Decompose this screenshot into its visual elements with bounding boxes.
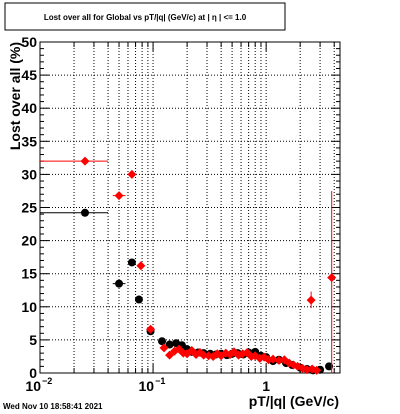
- data-point: [146, 324, 156, 334]
- y-tick-label: 25: [21, 200, 37, 216]
- data-point: [114, 191, 124, 201]
- data-point: [312, 365, 322, 375]
- data-point: [165, 340, 174, 349]
- axis-ticks: [39, 41, 340, 374]
- data-point: [127, 169, 137, 179]
- data-point: [80, 208, 89, 217]
- data-point: [268, 354, 278, 364]
- data-point: [306, 295, 316, 305]
- chart-title: Lost over all for Global vs pT/|q| (GeV/…: [44, 13, 247, 22]
- data-point: [136, 261, 146, 271]
- y-tick-label: 40: [21, 100, 37, 116]
- y-tick-label: 0: [29, 365, 37, 381]
- y-tick-label: 10: [21, 299, 37, 315]
- grid-lines: [40, 42, 340, 373]
- data-point: [127, 258, 136, 267]
- y-axis-label: Lost over all (%): [7, 42, 23, 150]
- data-point: [274, 355, 284, 365]
- x-tick-label-base: 10: [25, 378, 41, 394]
- y-tick-label: 15: [21, 266, 37, 282]
- timestamp: Wed Nov 10 18:58:41 2021: [3, 402, 103, 411]
- data-point: [327, 273, 337, 283]
- x-tick-label: 1: [262, 378, 270, 394]
- y-tick-label: 50: [21, 34, 37, 50]
- y-tick-label: 35: [21, 133, 37, 149]
- data-point: [115, 279, 124, 288]
- data-series: [40, 156, 337, 375]
- data-point: [80, 156, 90, 166]
- data-point: [134, 295, 143, 304]
- data-point: [158, 337, 167, 346]
- data-point: [325, 362, 334, 371]
- y-tick-label: 5: [29, 332, 37, 348]
- y-tick-label: 45: [21, 67, 37, 83]
- data-point: [159, 343, 169, 353]
- x-axis-label: pT/|q| (GeV/c): [249, 393, 339, 409]
- y-tick-label: 20: [21, 233, 37, 249]
- title-box: [4, 2, 286, 31]
- y-tick-label: 30: [21, 166, 37, 182]
- x-tick-label-exponent: −1: [155, 376, 165, 386]
- y-tick-labels: 0 5 10 15 20 25 30 35 40 45 50: [21, 34, 37, 381]
- x-tick-label-base: 10: [138, 378, 154, 394]
- x-tick-label-exponent: −2: [42, 376, 52, 386]
- x-tick-labels: 10 −2 10 −1 1: [25, 376, 270, 394]
- series-1: [40, 156, 337, 375]
